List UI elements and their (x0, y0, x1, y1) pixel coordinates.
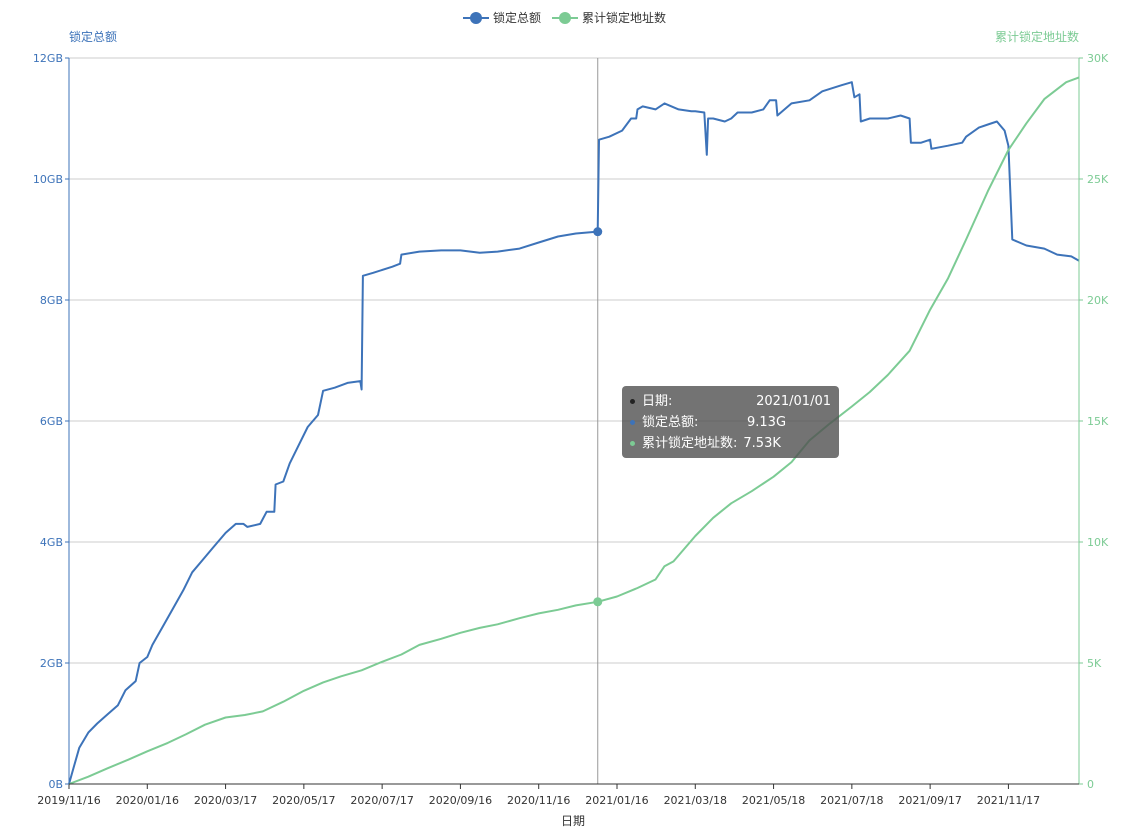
legend-marker-icon (559, 12, 571, 24)
x-tick-label: 2021/03/18 (664, 794, 727, 807)
y-right-tick-label: 5K (1087, 657, 1102, 670)
x-tick-label: 2021/09/17 (898, 794, 961, 807)
y-left-axis-title: 锁定总额 (69, 29, 117, 44)
y-left-tick-label: 12GB (33, 52, 63, 65)
x-tick-label: 2021/11/17 (977, 794, 1040, 807)
y-right-axis-ticks: 0 5K 10K 15K 20K 25K 30K (1079, 52, 1109, 791)
y-left-tick-label: 10GB (33, 173, 63, 186)
x-tick-label: 2021/01/16 (585, 794, 648, 807)
x-tick-label: 2019/11/16 (37, 794, 100, 807)
y-left-tick-label: 8GB (40, 294, 63, 307)
x-tick-label: 2020/01/16 (116, 794, 179, 807)
series-line-2 (68, 76, 1080, 785)
dot-icon (630, 420, 635, 425)
tooltip-row-date: 日期: 2021/01/01 (630, 391, 831, 412)
series-lines (68, 76, 1080, 785)
x-tick-label: 2021/05/18 (742, 794, 805, 807)
y-left-tick-label: 0B (48, 778, 63, 791)
grid-lines (69, 57, 1079, 785)
tooltip-label: 日期: (642, 394, 673, 409)
legend-item-address-count[interactable]: 累计锁定地址数 (552, 10, 666, 25)
x-tick-label: 2020/07/17 (350, 794, 413, 807)
x-tick-label: 2021/07/18 (820, 794, 883, 807)
x-tick-label: 2020/03/17 (194, 794, 257, 807)
y-left-axis-ticks: 0B 2GB 4GB 6GB 8GB 10GB 12GB (33, 52, 69, 791)
x-tick-label: 2020/09/16 (429, 794, 492, 807)
y-right-tick-label: 0 (1087, 778, 1094, 791)
y-left-tick-label: 4GB (40, 536, 63, 549)
y-right-tick-label: 30K (1087, 52, 1109, 65)
y-left-tick-label: 6GB (40, 415, 63, 428)
legend-item-locked-total[interactable]: 锁定总额 (463, 10, 541, 25)
y-right-tick-label: 20K (1087, 294, 1109, 307)
y-right-tick-label: 15K (1087, 415, 1109, 428)
dot-icon (630, 441, 635, 446)
tooltip-value: 9.13G (747, 415, 787, 430)
dot-icon (630, 399, 635, 404)
x-tick-label: 2020/11/16 (507, 794, 570, 807)
x-tick-label: 2020/05/17 (272, 794, 335, 807)
y-right-tick-label: 25K (1087, 173, 1109, 186)
y-right-tick-label: 10K (1087, 536, 1109, 549)
x-axis-ticks: 2019/11/16 2020/01/16 2020/03/17 2020/05/17… (37, 784, 1040, 807)
tooltip-label: 锁定总额: (642, 415, 699, 430)
tooltip-label: 累计锁定地址数: (642, 436, 738, 451)
highlight-point[interactable] (593, 227, 603, 237)
tooltip: 日期: 2021/01/01 锁定总额: 9.13G 累计锁定地址数: 7.53… (622, 386, 839, 458)
y-right-axis-title: 累计锁定地址数 (995, 29, 1079, 44)
tooltip-row-locked-total: 锁定总额: 9.13G (630, 412, 831, 433)
tooltip-value: 2021/01/01 (756, 394, 831, 409)
tooltip-value: 7.53K (743, 436, 781, 451)
legend-label: 累计锁定地址数 (582, 10, 666, 25)
legend-marker-icon (470, 12, 482, 24)
y-left-tick-label: 2GB (40, 657, 63, 670)
highlight-point[interactable] (593, 597, 603, 607)
legend-label: 锁定总额 (493, 10, 541, 25)
tooltip-row-address-count: 累计锁定地址数: 7.53K (630, 433, 831, 454)
series-line-1 (68, 81, 1080, 785)
x-axis-title: 日期 (561, 814, 585, 828)
legend: 锁定总额 累计锁定地址数 (463, 10, 666, 25)
